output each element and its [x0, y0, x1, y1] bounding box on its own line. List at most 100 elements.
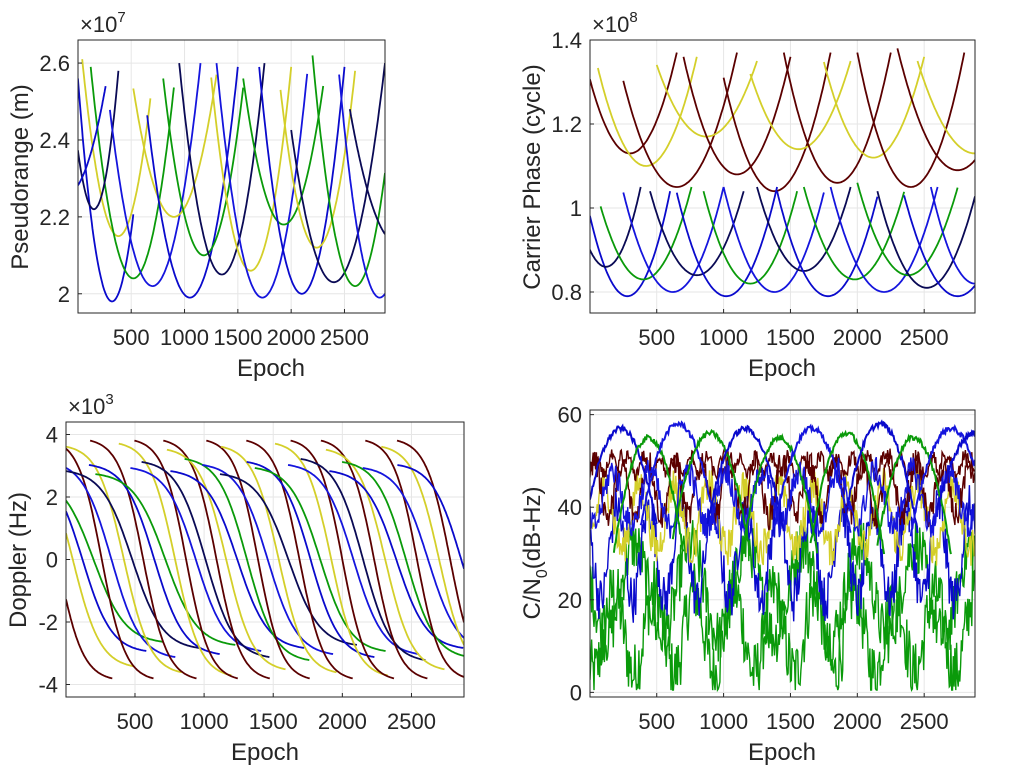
carrier-phase-exponent: ×108	[592, 9, 638, 37]
doppler-curve	[290, 439, 395, 680]
y-tick-label: 1	[570, 196, 582, 221]
y-tick-label: 1.4	[551, 28, 582, 53]
series-arc	[338, 74, 385, 299]
series-arc	[823, 56, 926, 159]
doppler-curve	[66, 532, 134, 668]
series-arc	[78, 78, 135, 303]
series-arc	[590, 52, 678, 155]
y-tick-label: 4	[46, 423, 58, 448]
x-tick-label: 1500	[766, 325, 815, 350]
y-tick-label: 2	[58, 282, 70, 307]
y-tick-label: -2	[38, 610, 58, 635]
pseudorange-x-label: Epoch	[237, 355, 305, 382]
doppler-curve	[341, 461, 464, 657]
series-arc	[749, 60, 852, 151]
x-tick-label: 500	[117, 709, 154, 734]
x-tick-label: 1500	[249, 709, 298, 734]
pseudorange-y-label: Pseudorange (m)	[7, 84, 34, 269]
x-tick-label: 2000	[833, 325, 882, 350]
series-arc	[178, 63, 266, 276]
doppler-curve	[66, 445, 182, 674]
series-arc	[78, 70, 120, 211]
y-tick-label: 2	[46, 485, 58, 510]
doppler-curve	[325, 448, 445, 671]
cn0-arc	[809, 429, 886, 555]
x-tick-label: 2000	[833, 709, 882, 734]
series-arc	[916, 60, 975, 155]
series-arc	[242, 78, 325, 226]
series-arc	[258, 66, 346, 295]
series-arc	[279, 70, 356, 249]
series-arc	[109, 63, 202, 288]
x-tick-label: 1000	[699, 325, 748, 350]
x-tick-label: 2000	[318, 709, 367, 734]
x-tick-label: 2500	[320, 325, 369, 350]
y-tick-label: 60	[558, 403, 582, 428]
pseudorange-grid	[78, 40, 385, 313]
doppler-curve	[202, 464, 334, 655]
series-arc	[210, 66, 293, 272]
doppler-ticks: 500 1000 1500 2000 2500 -4 -2 0 2 4	[38, 423, 436, 735]
doppler-curve	[163, 439, 270, 680]
doppler-curve	[66, 448, 154, 680]
cn0-arc	[936, 429, 975, 510]
carrier-phase-y-label: Carrier Phase (cycle)	[519, 64, 546, 289]
x-tick-label: 1000	[699, 709, 748, 734]
series-arc	[146, 66, 239, 299]
doppler-x-label: Epoch	[231, 739, 299, 766]
y-tick-label: 1.2	[551, 112, 582, 137]
cn0-arc	[876, 433, 952, 555]
x-tick-label: 1000	[180, 709, 229, 734]
doppler-curve	[320, 439, 428, 680]
cn0-noise-series	[590, 560, 975, 693]
doppler-curve	[219, 473, 358, 646]
cn0-arc	[742, 432, 819, 554]
x-tick-label: 1500	[213, 325, 262, 350]
doppler-curve	[118, 442, 232, 677]
cn0-noise-series	[590, 519, 975, 666]
series-arc	[856, 52, 966, 188]
carrier-phase-axes-box	[589, 39, 976, 314]
doppler-exponent: ×103	[68, 391, 114, 419]
series-arc	[903, 195, 975, 298]
series-arc	[348, 109, 385, 235]
x-tick-label: 2500	[900, 709, 949, 734]
series-arc	[290, 62, 385, 284]
doppler-curve	[254, 467, 386, 652]
series-arc	[590, 186, 642, 268]
x-tick-label: 1000	[160, 325, 209, 350]
carrier-phase-series	[590, 48, 975, 298]
doppler-curve	[134, 439, 239, 680]
series-arc	[81, 59, 152, 237]
series-arc	[590, 191, 671, 298]
cn0-ticks: 500 1000 1500 2000 2500 0 20 40 60	[558, 403, 949, 734]
pseudorange-axes-box	[77, 39, 386, 314]
doppler-curve	[246, 439, 353, 680]
series-arc	[649, 190, 745, 277]
pseudorange-series	[78, 55, 385, 303]
series-arc	[782, 52, 892, 184]
series-arc	[930, 186, 975, 285]
cn0-arc	[590, 423, 658, 525]
series-arc	[722, 52, 832, 193]
doppler-curve	[89, 439, 197, 680]
y-tick-label: 2.6	[39, 51, 70, 76]
x-tick-label: 500	[638, 709, 675, 734]
doppler-curve	[88, 464, 220, 655]
series-arc	[702, 190, 798, 285]
series-arc	[78, 85, 107, 186]
cn0-arc	[671, 428, 752, 557]
series-arc	[802, 186, 905, 281]
doppler-curve	[396, 439, 464, 623]
x-tick-label: 1500	[766, 709, 815, 734]
cn0-arc	[639, 420, 718, 535]
series-arc	[599, 186, 693, 281]
doppler-curve	[141, 461, 270, 658]
carrier-phase-x-label: Epoch	[748, 355, 816, 382]
cn0-arc	[706, 424, 785, 532]
doppler-curve	[184, 458, 310, 661]
doppler-curve	[130, 467, 262, 652]
